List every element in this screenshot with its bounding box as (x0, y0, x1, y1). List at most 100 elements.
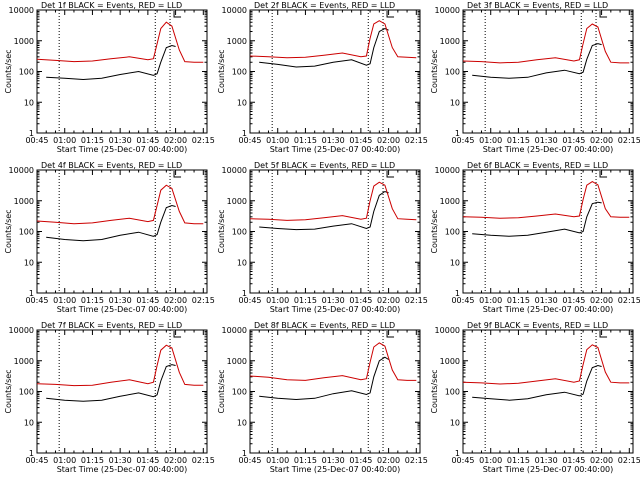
y-axis-label: Counts/sec (217, 49, 226, 93)
y-tick-label: 100 (445, 68, 460, 77)
y-tick-label: 100 (232, 68, 247, 77)
bracket-marker (599, 11, 608, 18)
x-tick-label: 01:45 (136, 136, 159, 145)
x-tick-label: 01:30 (322, 136, 345, 145)
x-tick-label: 01:15 (294, 136, 317, 145)
y-tick-label: 1000 (14, 37, 34, 46)
x-tick-label: 02:15 (405, 456, 428, 465)
events-series-line (472, 43, 602, 79)
y-tick-label: 10000 (9, 166, 34, 175)
panel-title: Det 6f BLACK = Events, RED = LLD (467, 161, 608, 170)
lld-series-line (36, 184, 204, 225)
y-tick-label: 10000 (9, 326, 34, 335)
x-tick-label: 01:15 (507, 296, 530, 305)
y-axis-label: Counts/sec (4, 369, 13, 413)
x-tick-label: 01:00 (266, 456, 289, 465)
x-tick-label: 01:45 (349, 296, 372, 305)
x-axis-label: Start Time (25-Dec-07 00:40:00) (270, 465, 401, 474)
y-tick-label: 100 (19, 68, 34, 77)
events-series-line (472, 201, 602, 237)
bracket-marker (173, 331, 182, 338)
y-tick-label: 10000 (435, 6, 460, 15)
y-tick-label: 1000 (440, 37, 460, 46)
y-tick-label: 1000 (227, 357, 247, 366)
panel-title: Det 8f BLACK = Events, RED = LLD (254, 321, 395, 330)
y-tick-label: 10 (24, 418, 34, 427)
y-tick-label: 1000 (14, 357, 34, 366)
x-tick-label: 02:15 (192, 296, 215, 305)
panel-det-6: Det 6f BLACK = Events, RED = LLD 1 10 100 10… (430, 161, 640, 314)
lld-series-line (36, 21, 204, 63)
lld-series-line (462, 344, 630, 385)
panel-title: Det 5f BLACK = Events, RED = LLD (254, 161, 395, 170)
lld-series-line (36, 344, 204, 387)
x-tick-label: 01:00 (53, 456, 76, 465)
y-tick-label: 10 (450, 418, 460, 427)
y-tick-label: 100 (19, 388, 34, 397)
x-tick-label: 01:30 (322, 456, 345, 465)
y-tick-label: 1 (455, 289, 460, 298)
x-tick-label: 02:15 (618, 296, 640, 305)
lld-series-line (462, 181, 630, 219)
panel-det-7: Det 7f BLACK = Events, RED = LLD 1 10 100 10… (4, 321, 215, 474)
y-axis-label: Counts/sec (4, 209, 13, 253)
plot-frame (462, 9, 634, 134)
panel-det-1: Det 1f BLACK = Events, RED = LLD 1 10 100 10… (4, 1, 215, 154)
x-tick-label: 02:00 (164, 136, 187, 145)
bracket-marker (599, 331, 608, 338)
events-series-line (259, 356, 389, 401)
x-axis-label: Start Time (25-Dec-07 00:40:00) (483, 465, 614, 474)
x-tick-label: 00:45 (238, 296, 261, 305)
x-tick-label: 02:00 (590, 296, 613, 305)
x-tick-label: 02:00 (590, 136, 613, 145)
x-tick-label: 01:00 (479, 456, 502, 465)
panel-title: Det 1f BLACK = Events, RED = LLD (41, 1, 182, 10)
y-tick-label: 100 (232, 388, 247, 397)
x-tick-label: 01:15 (81, 456, 104, 465)
bracket-marker (173, 11, 182, 18)
x-tick-label: 01:15 (81, 136, 104, 145)
panel-title: Det 9f BLACK = Events, RED = LLD (467, 321, 608, 330)
x-tick-label: 01:00 (479, 136, 502, 145)
x-tick-label: 02:00 (164, 296, 187, 305)
x-tick-label: 01:30 (109, 136, 132, 145)
x-tick-label: 01:45 (562, 136, 585, 145)
x-tick-label: 01:45 (562, 296, 585, 305)
y-tick-label: 1000 (14, 197, 34, 206)
y-tick-label: 100 (232, 228, 247, 237)
panel-det-9: Det 9f BLACK = Events, RED = LLD 1 10 100 10… (430, 321, 640, 474)
x-tick-label: 01:45 (349, 456, 372, 465)
x-axis-label: Start Time (25-Dec-07 00:40:00) (270, 305, 401, 314)
y-tick-label: 1 (29, 289, 34, 298)
y-tick-label: 10 (237, 418, 247, 427)
y-tick-label: 1000 (227, 197, 247, 206)
y-axis-label: Counts/sec (217, 369, 226, 413)
x-tick-label: 02:15 (405, 136, 428, 145)
x-tick-label: 01:30 (109, 296, 132, 305)
x-tick-label: 00:45 (25, 296, 48, 305)
x-axis-label: Start Time (25-Dec-07 00:40:00) (483, 305, 614, 314)
x-tick-label: 01:15 (507, 136, 530, 145)
y-tick-label: 1 (242, 289, 247, 298)
x-tick-label: 01:30 (535, 136, 558, 145)
x-axis-label: Start Time (25-Dec-07 00:40:00) (57, 305, 188, 314)
events-series-line (46, 364, 176, 402)
y-axis-label: Counts/sec (430, 209, 439, 253)
y-tick-label: 10000 (222, 326, 247, 335)
x-tick-label: 00:45 (451, 296, 474, 305)
x-tick-label: 02:00 (377, 456, 400, 465)
x-tick-label: 01:30 (535, 456, 558, 465)
y-axis-label: Counts/sec (217, 209, 226, 253)
x-axis-label: Start Time (25-Dec-07 00:40:00) (57, 145, 188, 154)
x-tick-label: 01:30 (109, 456, 132, 465)
y-tick-label: 10 (237, 258, 247, 267)
x-tick-label: 00:45 (238, 456, 261, 465)
x-tick-label: 01:00 (266, 296, 289, 305)
x-tick-label: 00:45 (25, 136, 48, 145)
y-tick-label: 10000 (222, 166, 247, 175)
y-axis-label: Counts/sec (4, 49, 13, 93)
y-tick-label: 1000 (440, 197, 460, 206)
y-tick-label: 10 (237, 98, 247, 107)
x-tick-label: 02:00 (590, 456, 613, 465)
y-tick-label: 1 (29, 449, 34, 458)
